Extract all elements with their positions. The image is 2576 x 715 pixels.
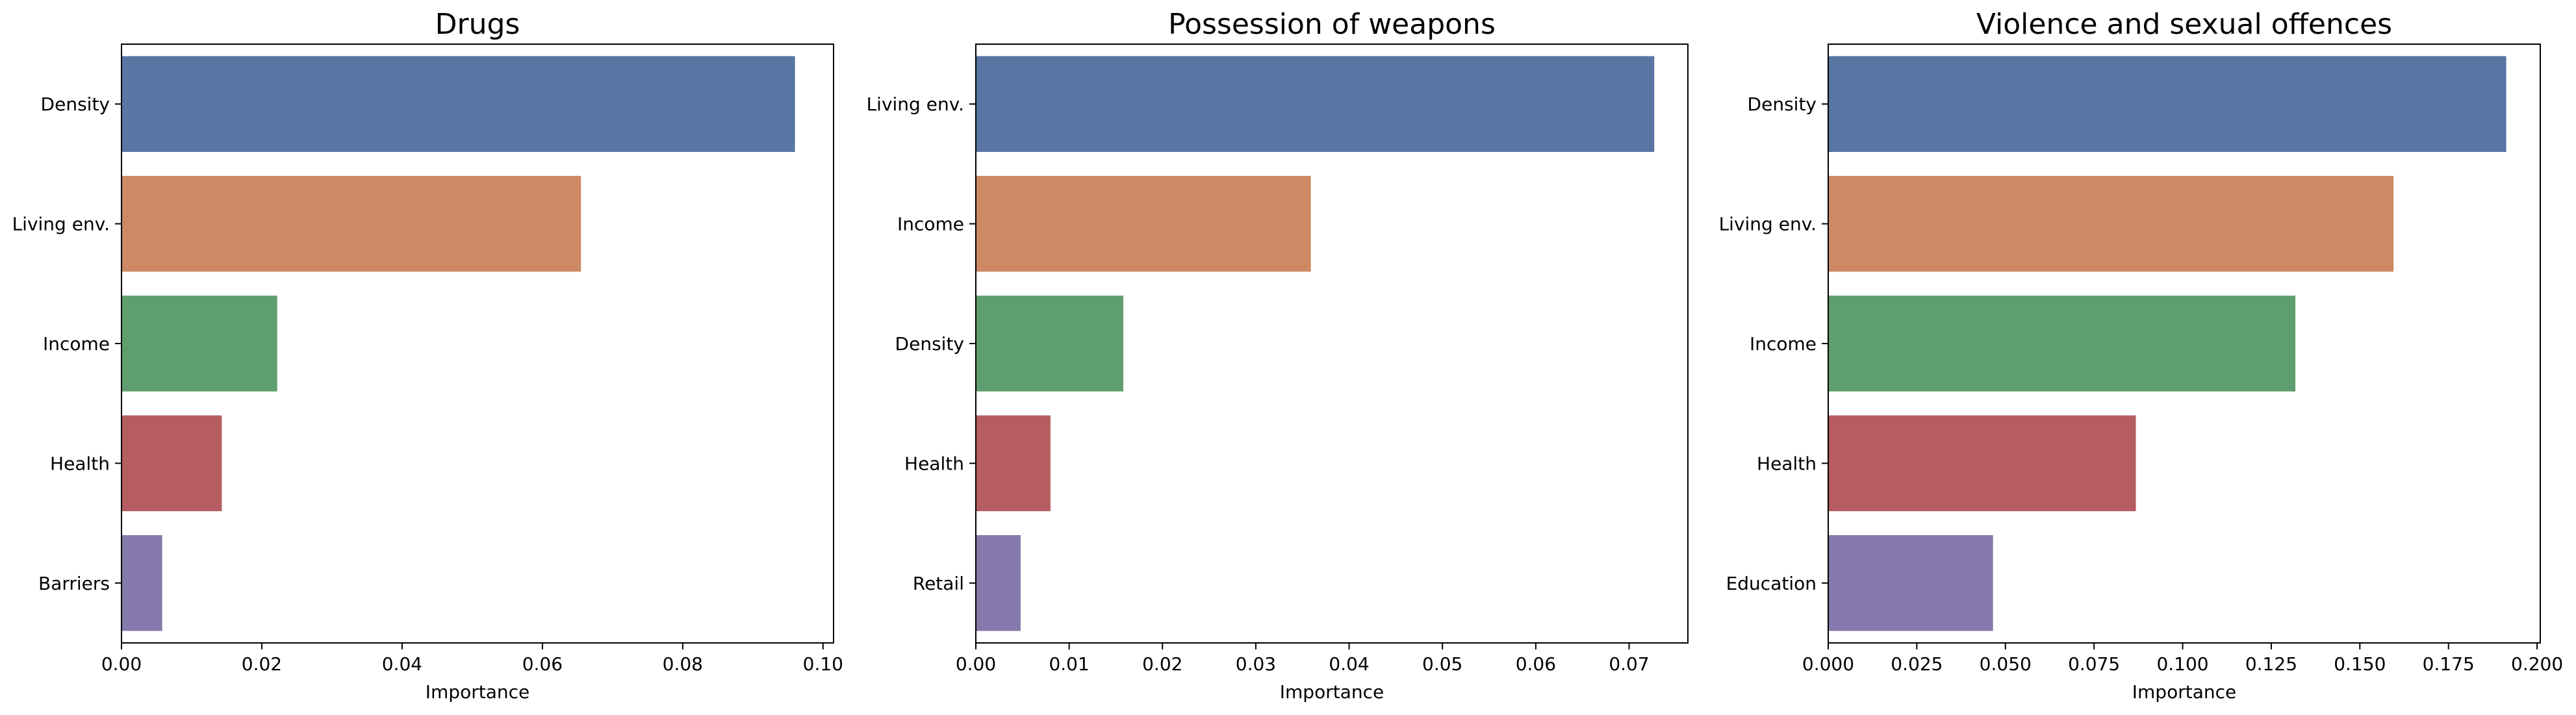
bar-living-env [1828,175,2394,272]
x-tick-label: 0.000 [1802,653,1854,675]
bar-health [121,415,222,512]
bar-density [976,295,1123,392]
x-tick-label: 0.06 [522,653,563,675]
bar-income [121,295,277,392]
chart-panel-possession-of-weapons: Possession of weapons Importance Living … [867,8,1689,703]
bar-education [1828,535,1993,631]
x-axis-label: Importance [2132,681,2236,703]
x-tick-label: 0.04 [382,653,422,675]
x-tick-label: 0.050 [1980,653,2032,675]
chart-title: Drugs [435,8,520,41]
x-tick-label: 0.05 [1422,653,1462,675]
y-tick-label: Density [895,333,964,355]
x-tick-label: 0.00 [956,653,996,675]
x-tick-label: 0.02 [242,653,282,675]
x-axis-label: Importance [1280,681,1384,703]
chart-title: Violence and sexual offences [1976,8,2392,41]
x-tick-label: 0.10 [803,653,843,675]
chart-title: Possession of weapons [1168,8,1496,41]
bar-density [1828,56,2506,152]
x-tick-label: 0.00 [101,653,142,675]
y-tick-label: Living env. [1719,214,1817,235]
x-tick-label: 0.025 [1891,653,1943,675]
y-tick-label: Income [897,214,964,235]
x-tick-label: 0.08 [663,653,703,675]
y-tick-label: Barriers [38,573,110,594]
y-tick-label: Living env. [12,214,110,235]
y-tick-label: Education [1726,573,1817,594]
x-axis-label: Importance [426,681,529,703]
axes-frame [121,44,834,644]
x-tick-label: 0.075 [2068,653,2120,675]
chart-panel-drugs: Drugs Importance Density Living env. Incom… [12,8,843,703]
bar-income [1828,295,2296,392]
x-tick-label: 0.175 [2423,653,2475,675]
bar-living-env [121,175,581,272]
x-tick-label: 0.100 [2156,653,2208,675]
x-tick-label: 0.06 [1516,653,1556,675]
y-tick-label: Density [41,94,110,115]
bar-living-env [976,56,1655,152]
x-tick-label: 0.07 [1609,653,1649,675]
x-tick-label: 0.04 [1329,653,1369,675]
x-tick-label: 0.125 [2245,653,2297,675]
axes-frame [975,44,1689,644]
y-tick-label: Health [904,453,964,474]
x-tick-label: 0.150 [2334,653,2386,675]
y-tick-label: Retail [913,573,964,594]
y-tick-label: Health [50,453,110,474]
bar-health [1828,415,2136,512]
bar-retail [976,535,1021,631]
y-tick-label: Density [1748,94,1817,115]
x-tick-label: 0.01 [1049,653,1089,675]
x-tick-label: 0.02 [1142,653,1182,675]
y-tick-label: Living env. [867,94,964,115]
x-tick-label: 0.200 [2511,653,2563,675]
y-tick-label: Health [1757,453,1817,474]
bar-barriers [121,535,162,631]
bar-density [121,56,795,152]
y-tick-label: Income [1750,333,1817,355]
chart-panel-violence-and-sexual-offences: Violence and sexual offences Importance … [1719,8,2564,703]
axes-frame [1828,44,2541,644]
bar-health [976,415,1051,512]
bar-income [976,175,1311,272]
y-tick-label: Income [43,333,110,355]
x-tick-label: 0.03 [1236,653,1276,675]
